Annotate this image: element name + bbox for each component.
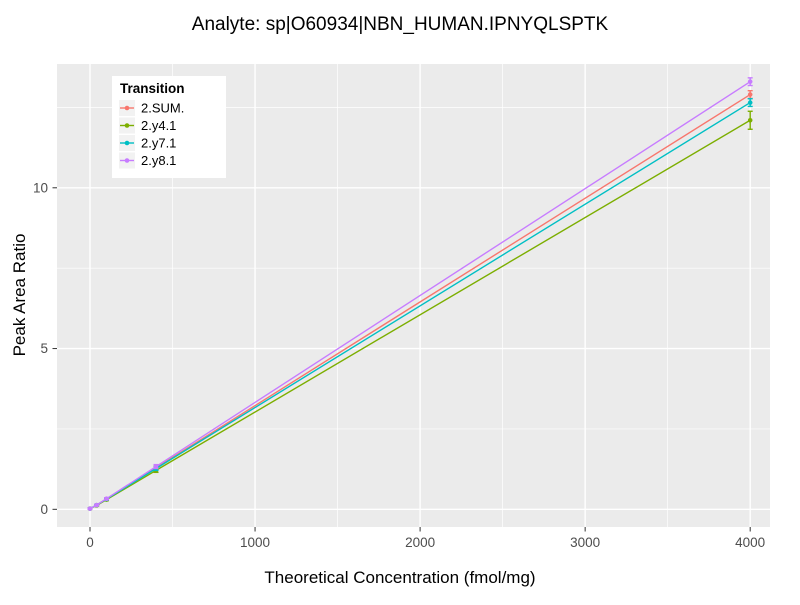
x-tick-label: 1000 — [240, 535, 270, 550]
legend-item-label: 2.y7.1 — [141, 136, 176, 151]
data-point — [747, 100, 753, 105]
legend-key-point — [124, 140, 130, 146]
x-tick-label: 3000 — [570, 535, 600, 550]
y-tick-label: 10 — [33, 180, 48, 195]
legend: Transition 2.SUM. 2.y4.1 2.y7.1 2.y8.1 — [112, 76, 226, 178]
data-point — [94, 502, 99, 508]
legend-item-label: 2.y4.1 — [141, 118, 176, 133]
legend-item-label: 2.y8.1 — [141, 153, 176, 168]
legend-key-point — [124, 123, 130, 128]
data-point — [747, 92, 753, 97]
data-point — [87, 506, 93, 511]
legend-item: 2.y4.1 — [119, 117, 176, 134]
data-point — [104, 496, 109, 502]
chart-title: Analyte: sp|O60934|NBN_HUMAN.IPNYQLSPTK — [191, 14, 609, 35]
y-tick-label: 0 — [40, 502, 48, 517]
legend-title: Transition — [120, 81, 185, 96]
data-point — [747, 117, 753, 123]
data-point — [747, 79, 753, 84]
x-tick-label: 0 — [86, 535, 94, 550]
y-axis-label: Peak Area Ratio — [10, 233, 29, 357]
legend-key-point — [124, 105, 130, 111]
legend-item: 2.y7.1 — [119, 135, 176, 151]
legend-item: 2.SUM. — [119, 100, 184, 116]
data-point — [153, 464, 159, 469]
y-tick-label: 5 — [40, 341, 48, 356]
x-tick-label: 2000 — [405, 535, 435, 550]
legend-item: 2.y8.1 — [119, 152, 176, 169]
legend-item-label: 2.SUM. — [141, 101, 184, 116]
legend-key-point — [124, 158, 130, 163]
series-2.y8.1 — [87, 77, 753, 511]
x-tick-label: 4000 — [735, 535, 765, 550]
x-axis-label: Theoretical Concentration (fmol/mg) — [264, 568, 536, 587]
